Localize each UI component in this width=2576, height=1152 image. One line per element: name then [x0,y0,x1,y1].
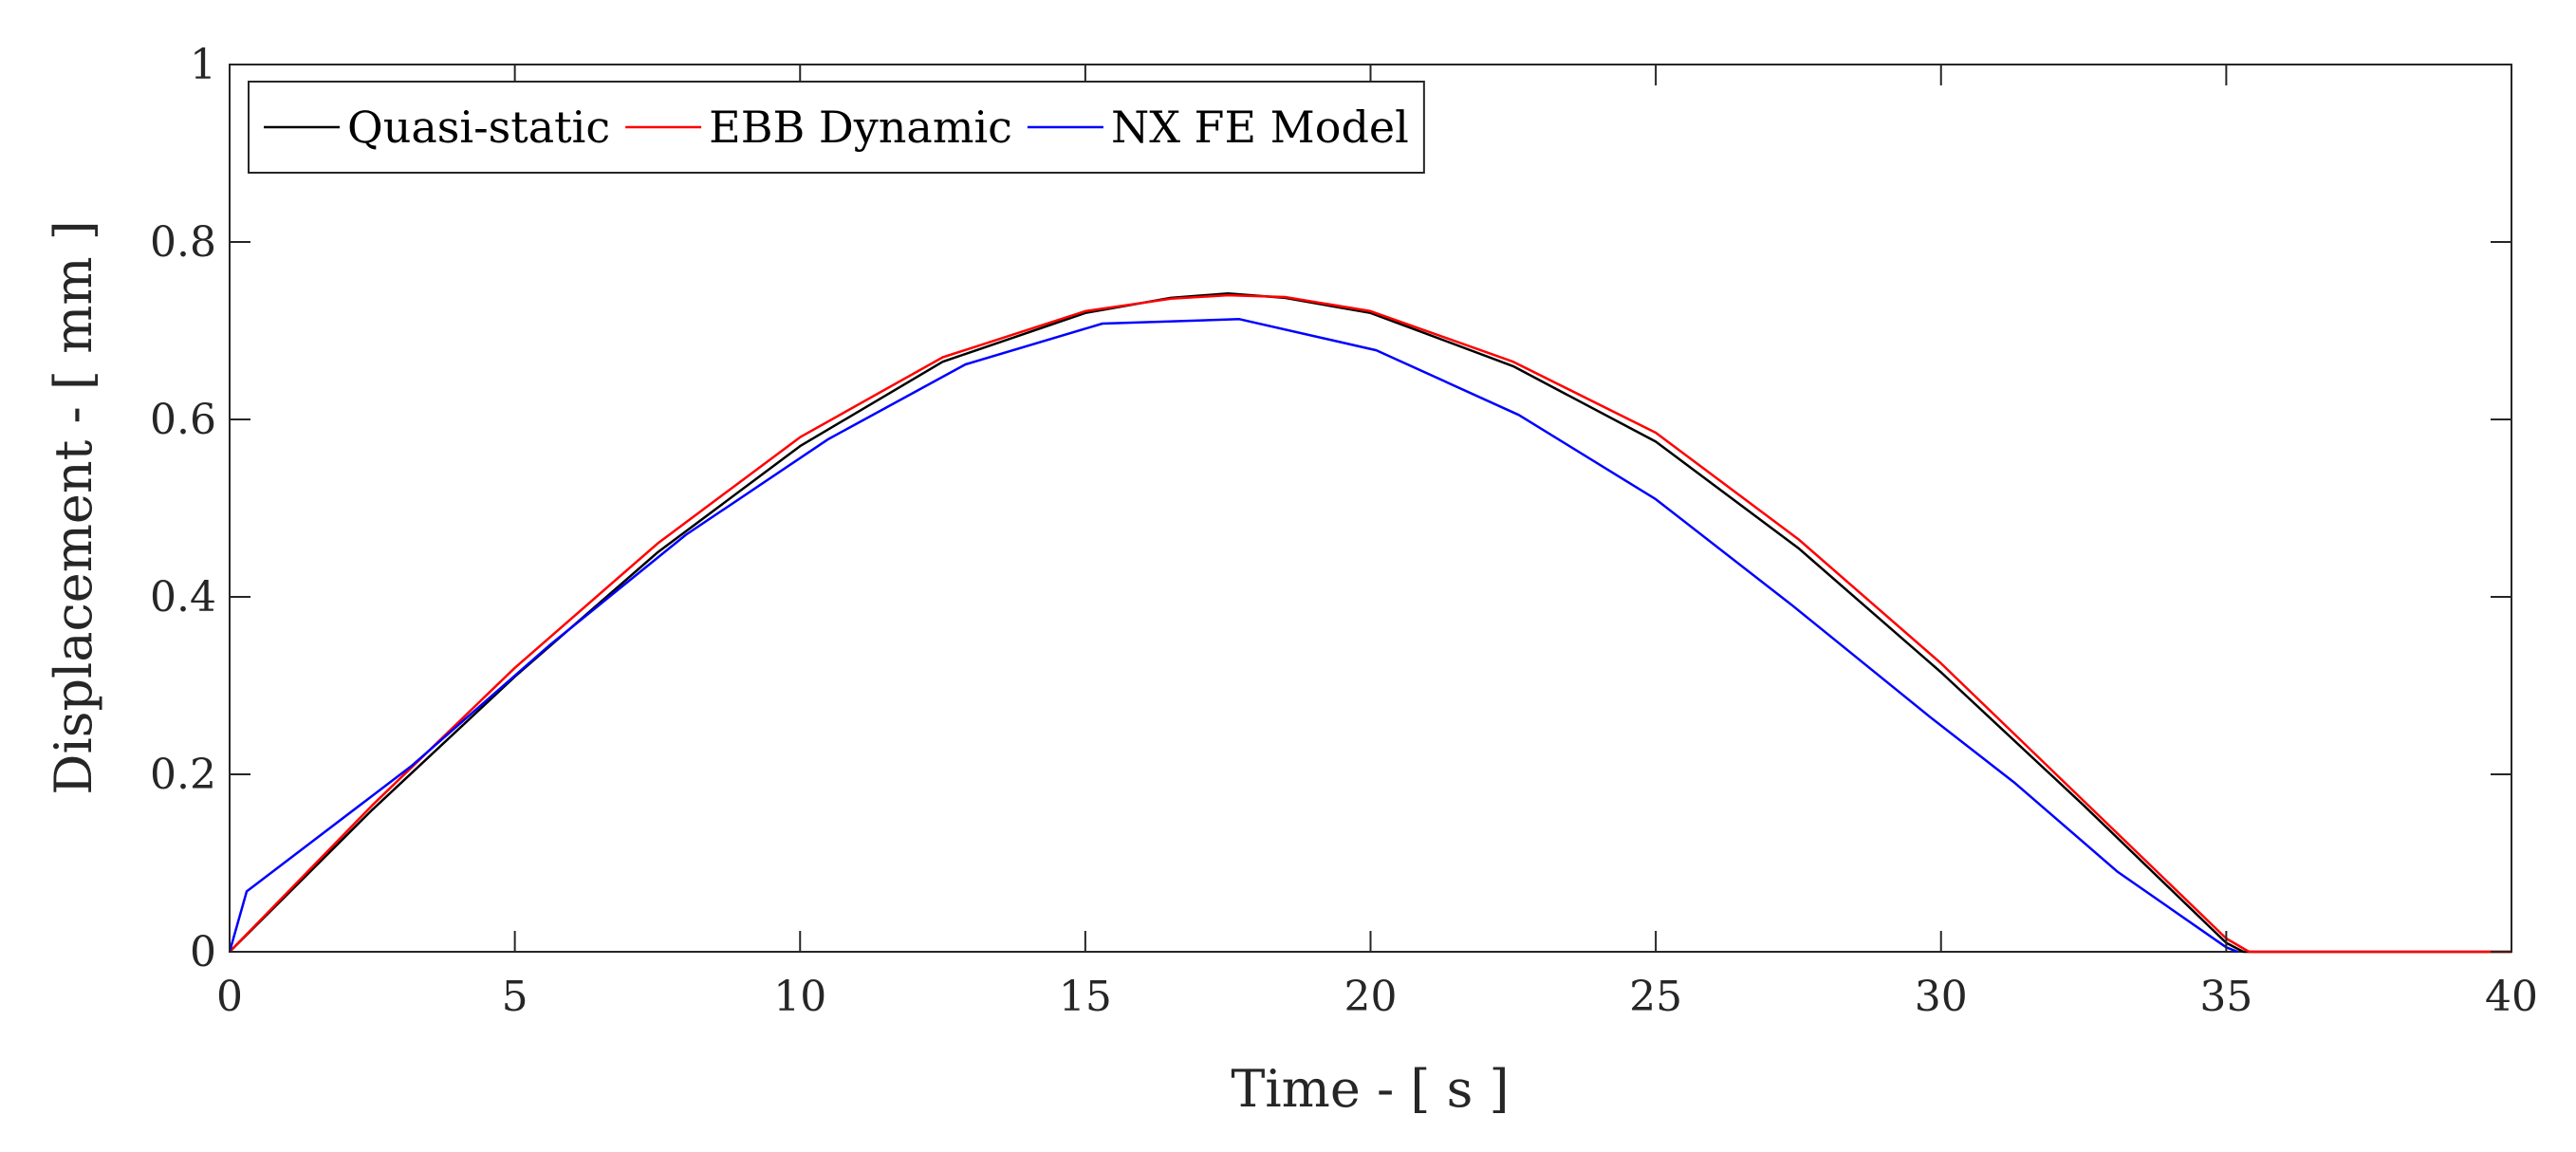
x-tick-label: 5 [502,973,528,1021]
series-line-ebb-dynamic [229,293,2511,954]
x-tick-label: 30 [1915,973,1968,1021]
x-axis-label: Time - [ s ] [1231,1059,1509,1119]
y-tick-label: 1 [190,41,216,89]
x-tick-label: 40 [2485,973,2538,1021]
legend-label-ebb-dynamic: EBB Dynamic [709,102,1012,153]
plot-area [229,64,2512,953]
y-tick-label: 0.2 [150,751,216,799]
legend-label-nx-fe-model: NX FE Model [1111,102,1409,153]
legend-label-quasi-static: Quasi-static [347,102,610,153]
x-tick-label: 10 [773,973,826,1021]
x-tick-label: 25 [1629,973,1682,1021]
legend-box [248,81,1425,174]
x-tick-label: 20 [1344,973,1398,1021]
x-tick-label: 15 [1059,973,1112,1021]
y-tick-label: 0 [190,928,216,976]
legend: Quasi-static EBB Dynamic NX FE Model [248,81,1425,174]
y-tick-label: 0.8 [150,218,216,267]
tick-layer: 0 5 10 15 20 25 30 35 40 0 0.2 0.4 0.6 0.8 1 [150,41,2538,1021]
y-tick-label: 0.6 [150,396,216,444]
y-tick-label: 0.4 [150,573,216,622]
y-axis-label: Displacement - [ mm ] [44,220,103,795]
series-layer [228,291,2511,954]
series-line-nx-fe-model [228,318,2238,954]
x-tick-label: 35 [2199,973,2252,1021]
x-tick-label: 0 [216,973,243,1021]
